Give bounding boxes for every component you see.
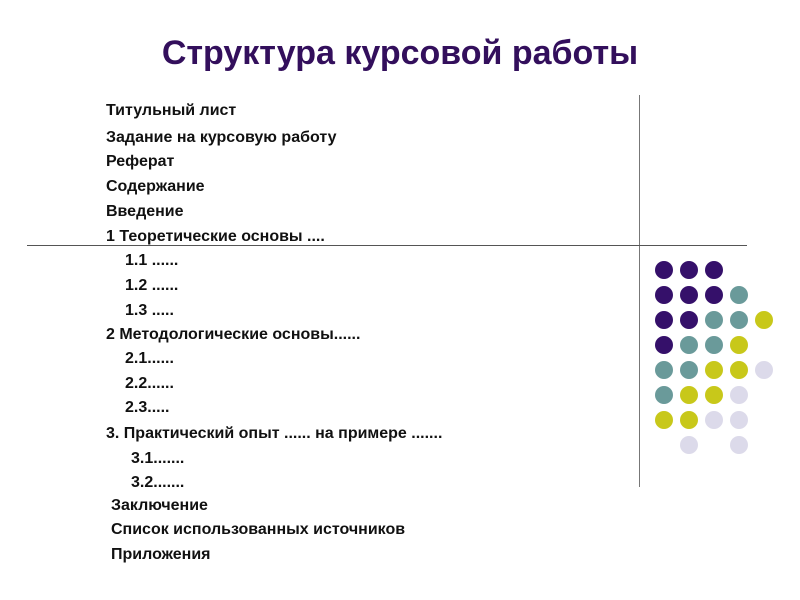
toc-item-abstract: Реферат [106, 153, 175, 170]
slide-title: Структура курсовой работы [161, 34, 639, 72]
toc-item-section-1-3: 1.3 ..... [125, 302, 174, 319]
toc-item-assignment: Задание на курсовую работу [106, 129, 337, 146]
toc-item-title-page: Титульный лист [106, 102, 237, 119]
toc-item-section-3-1: 3.1....... [131, 450, 185, 467]
toc-item-section-2-2: 2.2...... [125, 375, 174, 392]
toc-item-section-3-2: 3.2....... [131, 474, 185, 491]
toc-item-section-1-2: 1.2 ...... [125, 277, 179, 294]
toc-item-introduction: Введение [106, 203, 184, 220]
toc-item-contents: Содержание [106, 178, 205, 195]
horizontal-divider [27, 245, 747, 246]
toc-item-chapter-3: 3. Практический опыт ...... на примере .… [106, 425, 443, 442]
toc-item-appendices: Приложения [111, 546, 211, 563]
vertical-divider [639, 95, 640, 487]
toc-item-section-1-1: 1.1 ...... [125, 252, 179, 269]
toc-item-chapter-2: 2 Методологические основы...... [106, 326, 361, 343]
toc-item-section-2-1: 2.1...... [125, 350, 174, 367]
toc-item-chapter-1: 1 Теоретические основы .... [106, 228, 325, 245]
toc-item-references: Список использованных источников [111, 521, 406, 538]
toc-item-conclusion: Заключение [111, 497, 208, 514]
toc-item-section-2-3: 2.3..... [125, 399, 170, 416]
